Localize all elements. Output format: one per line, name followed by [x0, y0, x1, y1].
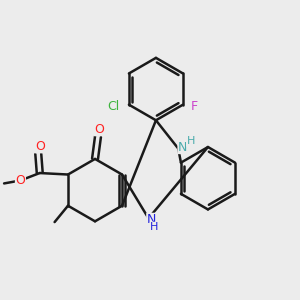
Text: O: O — [94, 123, 104, 136]
Text: H: H — [150, 222, 159, 232]
Text: Cl: Cl — [107, 100, 120, 113]
Text: N: N — [147, 213, 156, 226]
Text: O: O — [35, 140, 45, 153]
Text: N: N — [178, 140, 188, 154]
Text: H: H — [187, 136, 195, 146]
Text: O: O — [16, 174, 26, 187]
Text: F: F — [191, 100, 198, 113]
